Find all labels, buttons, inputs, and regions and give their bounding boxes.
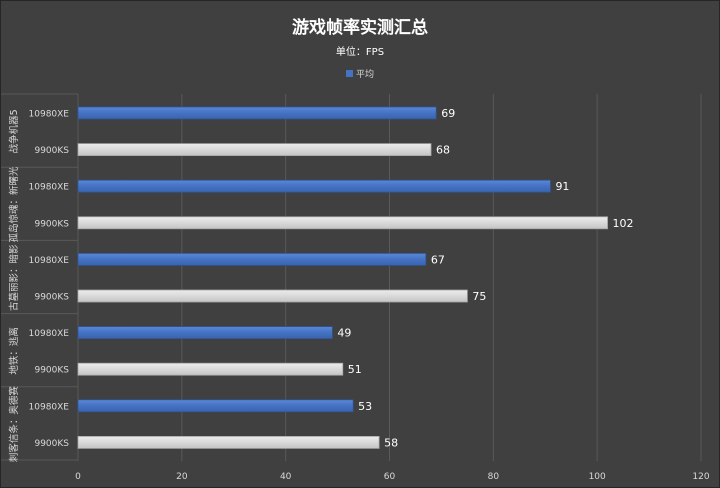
data-label: 58 — [384, 436, 398, 449]
legend-swatch — [346, 70, 353, 77]
cpu-label: 10980XE — [29, 402, 70, 412]
bar — [77, 252, 427, 266]
data-label: 75 — [472, 290, 486, 303]
cpu-label: 9900KS — [34, 366, 69, 376]
x-tick-label: 20 — [176, 472, 188, 482]
bar — [77, 106, 437, 120]
group-label: 地铁：逃离 — [8, 327, 20, 375]
bar — [77, 179, 551, 193]
data-label: 102 — [613, 217, 634, 230]
data-label: 49 — [337, 327, 351, 340]
x-tick-label: 40 — [280, 472, 292, 482]
data-label: 91 — [555, 180, 569, 193]
group-label: 刺客信条：奥德赛 — [8, 386, 20, 463]
data-label: 69 — [441, 107, 455, 120]
data-label: 68 — [436, 144, 450, 157]
cpu-label: 9900KS — [34, 219, 69, 229]
cpu-label: 9900KS — [34, 439, 69, 449]
axis-labels: 0 20 40 60 80 100 120 战争机器5 10980XE 69 9900KS 68 孤岛惊… — [8, 107, 710, 482]
x-tick-label: 60 — [384, 472, 396, 482]
cpu-label: 9900KS — [34, 146, 69, 156]
legend: 平均 — [346, 68, 374, 80]
chart-subtitle: 单位：FPS — [336, 45, 384, 58]
chart-title: 游戏帧率实测汇总 — [292, 17, 428, 38]
x-tick-label: 80 — [488, 472, 500, 482]
legend-label: 平均 — [356, 68, 374, 80]
bar — [77, 216, 608, 230]
group-label: 古墓丽影：暗影 — [8, 244, 20, 311]
group-label: 战争机器5 — [8, 109, 20, 153]
data-label: 53 — [358, 400, 372, 413]
group-label: 孤岛惊魂：新曙光 — [8, 166, 20, 243]
x-tick-label: 120 — [692, 472, 709, 482]
bar — [77, 143, 432, 157]
data-label: 67 — [431, 253, 445, 266]
x-tick-label: 100 — [589, 472, 606, 482]
bar — [77, 435, 380, 449]
cpu-label: 10980XE — [29, 183, 70, 193]
bar — [77, 399, 354, 413]
x-tick-label: 0 — [75, 472, 81, 482]
bars — [77, 106, 608, 449]
cpu-label: 10980XE — [29, 329, 70, 339]
bar — [77, 326, 333, 340]
cpu-label: 10980XE — [29, 256, 70, 266]
data-label: 51 — [348, 363, 362, 376]
cpu-label: 9900KS — [34, 293, 69, 303]
bar — [77, 289, 468, 303]
bar — [77, 362, 344, 376]
cpu-label: 10980XE — [29, 110, 70, 120]
